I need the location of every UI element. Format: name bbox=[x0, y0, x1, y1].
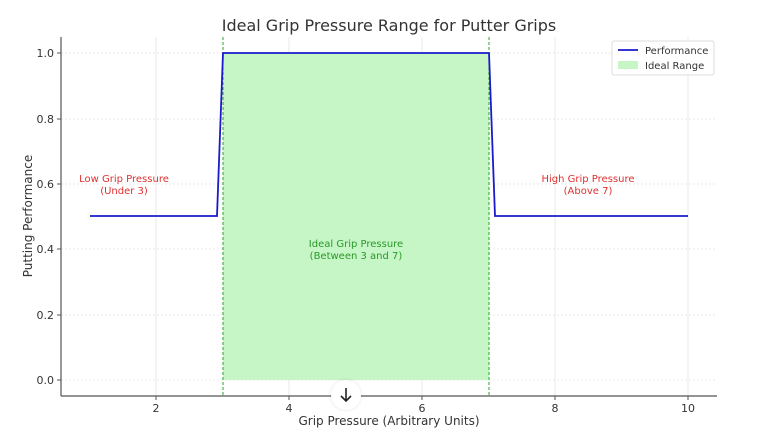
x-tick-label: 4 bbox=[286, 402, 293, 415]
legend-ideal-range-label: Ideal Range bbox=[645, 61, 704, 72]
x-tick-label: 2 bbox=[153, 402, 160, 415]
annotation-low-line2: (Under 3) bbox=[100, 186, 148, 197]
annotation-low-line1: Low Grip Pressure bbox=[79, 174, 169, 185]
y-tick-label: 0.4 bbox=[37, 243, 55, 256]
annotation-high-line1: High Grip Pressure bbox=[541, 174, 634, 185]
performance-line bbox=[90, 52, 688, 217]
y-tick-label: 0.6 bbox=[37, 178, 55, 191]
y-tick-label: 0.2 bbox=[37, 309, 55, 322]
scroll-down-button[interactable] bbox=[331, 380, 361, 410]
x-tick-label: 10 bbox=[681, 402, 695, 415]
ideal-range-shade bbox=[223, 53, 489, 380]
x-axis-label: Grip Pressure (Arbitrary Units) bbox=[298, 414, 479, 428]
y-axis-label: Putting Performance bbox=[21, 155, 35, 277]
arrow-down-icon bbox=[340, 388, 352, 403]
annotation-high-line2: (Above 7) bbox=[564, 186, 613, 197]
legend-performance-label: Performance bbox=[645, 46, 708, 57]
annotation-ideal-line1: Ideal Grip Pressure bbox=[309, 239, 403, 250]
annotation-ideal-line2: (Between 3 and 7) bbox=[310, 251, 403, 262]
y-tick-label: 1.0 bbox=[37, 47, 55, 60]
chart-title: Ideal Grip Pressure Range for Putter Gri… bbox=[222, 16, 556, 35]
y-tick-label: 0.0 bbox=[37, 374, 55, 387]
legend-ideal-range-swatch bbox=[618, 61, 638, 69]
legend: Performance Ideal Range bbox=[611, 40, 715, 76]
x-tick-marks bbox=[155, 396, 689, 400]
x-tick-label: 8 bbox=[552, 402, 559, 415]
y-tick-label: 0.8 bbox=[37, 113, 55, 126]
x-tick-label: 6 bbox=[419, 402, 426, 415]
y-tick-marks bbox=[57, 52, 61, 381]
